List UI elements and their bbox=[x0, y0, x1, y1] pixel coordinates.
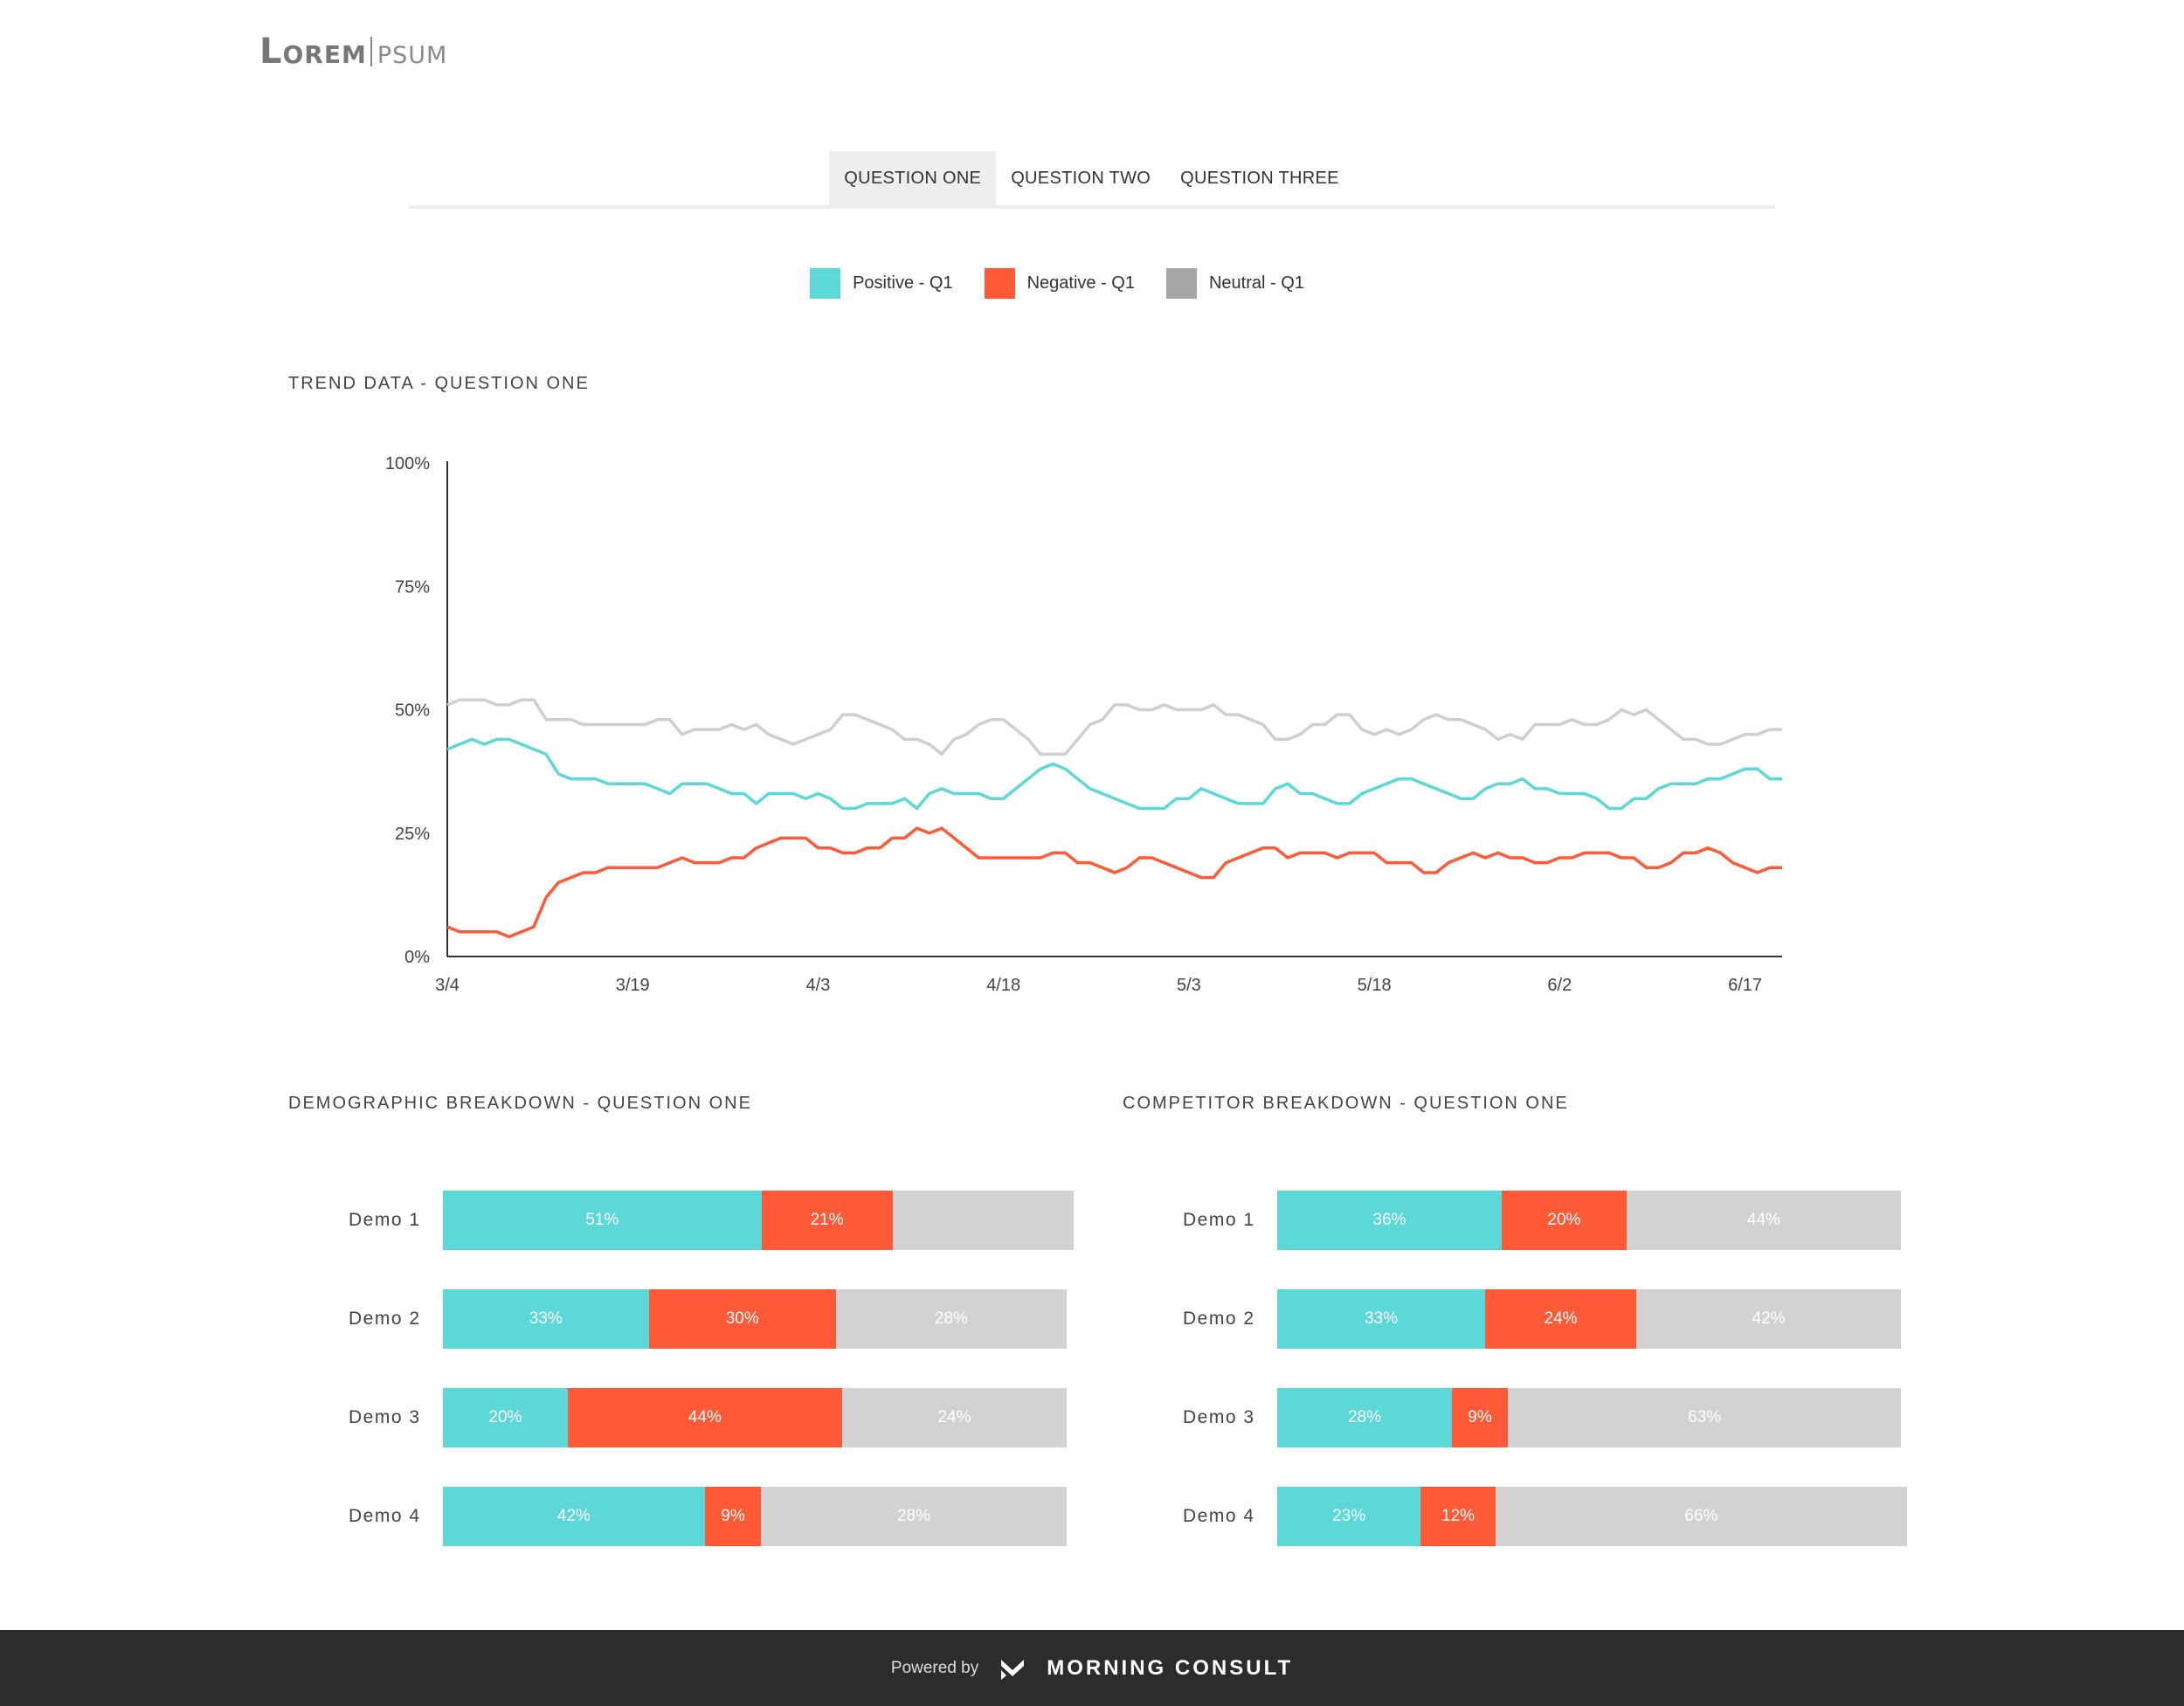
negative-segment[interactable]: 44% bbox=[567, 1388, 842, 1447]
negative-segment[interactable]: 9% bbox=[704, 1487, 762, 1546]
positive-segment[interactable]: 51% bbox=[443, 1191, 762, 1250]
bar-category-label: Demo 4 bbox=[1183, 1506, 1255, 1526]
negative-segment[interactable]: 9% bbox=[1451, 1388, 1509, 1447]
bar-category-label: Demo 2 bbox=[349, 1309, 421, 1329]
x-tick-label: 4/3 bbox=[806, 976, 831, 995]
demographic-title: DEMOGRAPHIC BREAKDOWN - QUESTION ONE bbox=[288, 1094, 752, 1113]
neutral-segment[interactable]: 42% bbox=[1636, 1289, 1901, 1349]
question-tabs: QUESTION ONE QUESTION TWO QUESTION THREE bbox=[408, 151, 1775, 209]
bar-category-label: Demo 2 bbox=[1183, 1309, 1255, 1329]
positive-segment[interactable]: 36% bbox=[1277, 1191, 1503, 1250]
x-tick-label: 6/2 bbox=[1547, 976, 1572, 995]
tab-question-two[interactable]: QUESTION TWO bbox=[1011, 169, 1151, 188]
legend-swatch-positive bbox=[810, 268, 841, 299]
bar-category-label: Demo 1 bbox=[1183, 1210, 1255, 1230]
powered-by-text: Powered by bbox=[890, 1658, 979, 1677]
positive-segment[interactable]: 33% bbox=[1277, 1289, 1485, 1349]
positive-segment[interactable]: 23% bbox=[1277, 1487, 1421, 1546]
neutral-series-line bbox=[446, 698, 1782, 756]
legend-label-positive: Positive - Q1 bbox=[853, 273, 953, 293]
logo-text-1: Lorem bbox=[259, 31, 367, 72]
legend-label-neutral: Neutral - Q1 bbox=[1208, 273, 1304, 293]
morning-consult-logo-icon bbox=[1001, 1659, 1025, 1680]
logo-text-2: psum bbox=[377, 32, 448, 71]
y-tick-label: 75% bbox=[395, 577, 430, 597]
x-tick-label: 5/3 bbox=[1177, 976, 1201, 995]
brand-name: MORNING CONSULT bbox=[1047, 1655, 1294, 1680]
neutral-segment[interactable]: 44% bbox=[1626, 1191, 1901, 1250]
legend-item-neutral[interactable]: Neutral - Q1 bbox=[1165, 268, 1304, 299]
neutral-segment[interactable]: 28% bbox=[835, 1289, 1067, 1349]
y-tick-label: 25% bbox=[395, 825, 430, 844]
trend-line-chart: 0% 25% 50% 75% 100% 3/4 3/19 4/3 4/18 5/3 5/18 6/2 6… bbox=[385, 454, 1782, 995]
negative-segment[interactable]: 24% bbox=[1485, 1289, 1637, 1349]
negative-segment[interactable]: 12% bbox=[1420, 1487, 1496, 1546]
negative-segment[interactable]: 20% bbox=[1502, 1191, 1627, 1250]
neutral-segment[interactable]: 63% bbox=[1508, 1388, 1901, 1447]
trend-title: TREND DATA - QUESTION ONE bbox=[288, 374, 590, 393]
positive-series-line bbox=[446, 737, 1782, 811]
neutral-segment[interactable]: 28% bbox=[761, 1487, 1067, 1546]
bar-category-label: Demo 4 bbox=[349, 1506, 421, 1526]
negative-segment[interactable]: 21% bbox=[761, 1191, 893, 1250]
bar-category-label: Demo 3 bbox=[349, 1407, 421, 1427]
footer: Powered by MORNING CONSULT bbox=[0, 1630, 2184, 1706]
bar-category-label: Demo 3 bbox=[1183, 1407, 1255, 1427]
competitor-title: COMPETITOR BREAKDOWN - QUESTION ONE bbox=[1123, 1094, 1569, 1113]
legend-swatch-neutral bbox=[1165, 268, 1197, 299]
x-tick-label: 3/4 bbox=[435, 976, 460, 995]
x-tick-label: 3/19 bbox=[616, 976, 650, 995]
neutral-segment[interactable]: 24% bbox=[841, 1388, 1067, 1447]
negative-series-line bbox=[446, 826, 1782, 939]
logo-divider bbox=[370, 37, 372, 66]
positive-segment[interactable]: 28% bbox=[1277, 1388, 1452, 1447]
legend-item-positive[interactable]: Positive - Q1 bbox=[810, 268, 953, 299]
legend-swatch-negative bbox=[984, 268, 1015, 299]
positive-segment[interactable]: 20% bbox=[443, 1388, 568, 1447]
bar-category-label: Demo 1 bbox=[349, 1210, 421, 1230]
legend-item-negative[interactable]: Negative - Q1 bbox=[984, 268, 1135, 299]
x-tick-label: 6/17 bbox=[1728, 976, 1762, 995]
x-tick-label: 4/18 bbox=[986, 976, 1020, 995]
tab-question-three[interactable]: QUESTION THREE bbox=[1180, 169, 1339, 188]
neutral-segment[interactable] bbox=[892, 1191, 1074, 1250]
logo: Lorem psum bbox=[259, 31, 447, 72]
negative-segment[interactable]: 30% bbox=[648, 1289, 836, 1349]
chart-legend: Positive - Q1 Negative - Q1 Neutral - Q1 bbox=[0, 268, 2184, 299]
legend-label-negative: Negative - Q1 bbox=[1026, 273, 1135, 293]
y-tick-label: 50% bbox=[395, 701, 430, 721]
neutral-segment[interactable]: 66% bbox=[1495, 1487, 1907, 1546]
y-tick-label: 100% bbox=[385, 454, 430, 473]
y-tick-label: 0% bbox=[404, 948, 430, 967]
positive-segment[interactable]: 42% bbox=[443, 1487, 705, 1546]
tab-question-one[interactable]: QUESTION ONE bbox=[829, 151, 997, 205]
x-tick-label: 5/18 bbox=[1358, 976, 1392, 995]
positive-segment[interactable]: 33% bbox=[443, 1289, 649, 1349]
